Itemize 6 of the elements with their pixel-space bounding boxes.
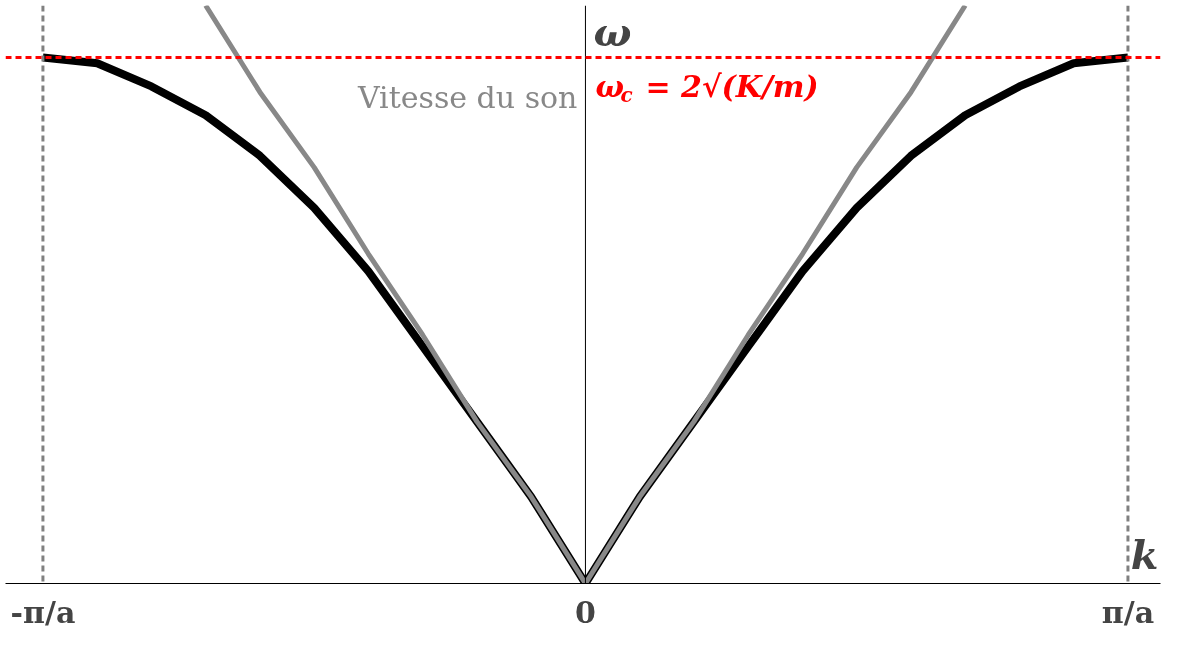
text: ω (593, 7, 632, 55)
x-axis-title: k (1130, 530, 1159, 578)
x-tick-label: -π/a (10, 594, 76, 630)
text: Vitesse du son (356, 80, 578, 116)
x-tick-label: π/a (1101, 594, 1155, 630)
x-tick-label: 0 (575, 594, 596, 630)
